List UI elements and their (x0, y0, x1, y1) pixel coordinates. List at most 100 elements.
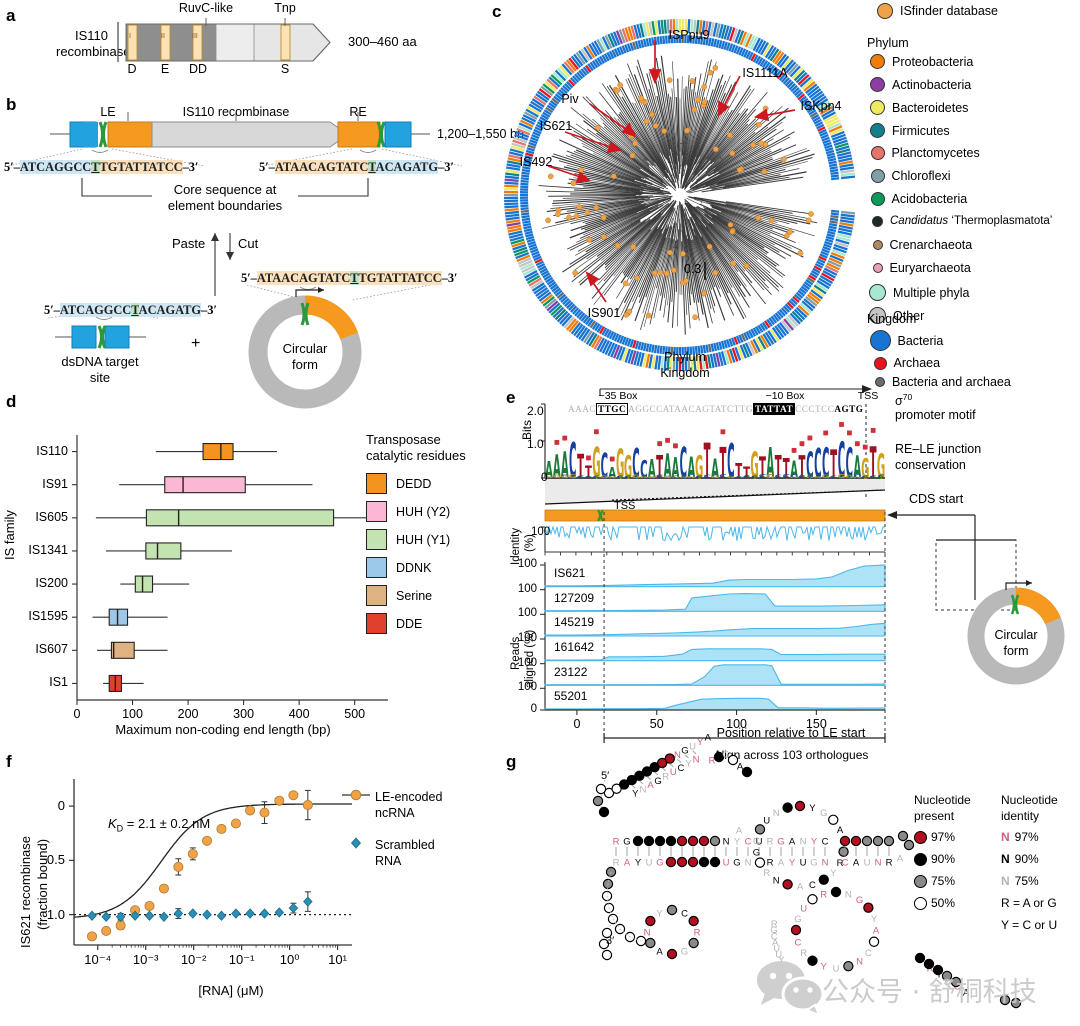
panel-f-ytick-2: 0 (57, 798, 65, 814)
panel-f-xtick-1: 10⁻³ (132, 952, 159, 967)
svg-text:C: C (854, 474, 862, 480)
svg-text:C: C (664, 475, 671, 478)
svg-text:G: G (632, 474, 640, 479)
seq-orange: TGTATTATCC (99, 160, 183, 174)
svg-text:A: A (822, 475, 830, 479)
panel-f-legend-2-line1: Scrambled (375, 838, 435, 852)
panel-e-track-name-2: 145219 (554, 615, 595, 630)
panel-g-legend-right-1: N 90% (1001, 852, 1039, 866)
svg-text:G: G (608, 476, 616, 479)
svg-text:T: T (830, 441, 837, 488)
panel-e-readtick-0: 100 (517, 558, 537, 570)
legend-item-phylum-6: Acidobacteria (869, 192, 967, 206)
svg-text:A: A (853, 451, 861, 486)
svg-text:T: T (656, 451, 663, 486)
svg-text:A: A (837, 825, 844, 836)
panel-g-legend-right-3: R = A or G (1001, 896, 1057, 910)
seq-segment-3: TATTAT (753, 403, 796, 415)
panel-e-xlabel: Position relative to LE start (716, 726, 866, 740)
svg-text:C: C (753, 836, 760, 847)
phylum-dot-icon (872, 215, 883, 227)
panel-c-annot-ispu9: ISPpu9 (668, 28, 710, 42)
panel-a-motif-s: S (280, 62, 290, 76)
panel-g-legend-left-3: 50% (914, 896, 955, 910)
legend-label: 75% (1014, 874, 1039, 888)
legend-label: 90% (1014, 852, 1039, 866)
seq-segment-5: AGTG (834, 404, 864, 414)
svg-text:U: U (646, 858, 653, 869)
panel-f-legend-1-line1: LE-encoded (375, 790, 443, 804)
legend-label: HUH (Y1) (396, 532, 451, 547)
svg-text:C: C (553, 474, 561, 479)
panel-a-motif-dd: DD (188, 62, 208, 76)
panel-e-readtick-zero: 0 (530, 703, 537, 715)
svg-text:C: C (806, 445, 813, 487)
svg-text:N: N (845, 889, 852, 900)
svg-text:G: G (695, 451, 703, 486)
panel-label-g: g (506, 752, 517, 771)
nucleotide-identity-glyph: N (1001, 852, 1010, 866)
svg-text:A: A (648, 454, 656, 484)
svg-text:G: G (822, 474, 830, 479)
legend-item-phylum-4: Planctomycetes (869, 146, 980, 160)
svg-text:C: C (877, 474, 885, 479)
svg-text:C: C (680, 439, 687, 489)
phylum-dot-icon (872, 240, 883, 250)
svg-text:A: A (789, 837, 796, 848)
legend-swatch (366, 473, 387, 494)
svg-text:C: C (842, 858, 849, 869)
panel-d-xtick-2: 200 (177, 707, 199, 721)
svg-text:C: C (640, 456, 647, 485)
panel-e-readtick-1: 100 (517, 582, 537, 595)
seq-orange-b: TGTATTATCC (358, 271, 442, 285)
svg-text:A: A (656, 474, 665, 479)
svg-text:A: A (830, 476, 838, 478)
svg-text:R: R (771, 919, 778, 930)
panel-d-legend-item-2: HUH (Y1) (366, 529, 450, 550)
svg-text:A: A (608, 465, 617, 483)
panel-a-row-label-1: IS110 (75, 28, 109, 43)
svg-text:A: A (592, 476, 600, 478)
svg-text:A: A (600, 474, 609, 479)
svg-text:G: G (671, 476, 679, 478)
legend-item-kingdom-2: Bacteria and archaea (869, 375, 1011, 389)
legend-label: Y = C or U (1001, 918, 1058, 932)
panel-d-xlabel: Maximum non-coding end length (bp) (115, 722, 331, 737)
panel-e-readtick-5: 100 (517, 681, 537, 694)
svg-text:C: C (865, 948, 872, 959)
svg-text:G: G (777, 837, 784, 848)
panel-a-roman-ii: II (161, 33, 165, 40)
seq-core: T (91, 160, 100, 174)
panel-e-xtick-1: 50 (649, 717, 664, 731)
seq-core: T (350, 271, 359, 285)
svg-text:C: C (751, 475, 759, 479)
panel-d-legend-item-4: Serine (366, 585, 432, 606)
svg-text:R: R (837, 858, 844, 869)
panel-e-circular-label-1: Circular (994, 628, 1038, 642)
svg-text:N: N (822, 858, 829, 869)
panel-b-dsdna-label-1: dsDNA target (61, 354, 139, 369)
panel-d-xtick-5: 500 (344, 707, 366, 721)
seq-segment-1: TTGC (596, 403, 629, 415)
svg-text:T: T (743, 465, 750, 483)
svg-text:G: G (681, 746, 688, 757)
svg-text:G: G (798, 978, 805, 989)
svg-text:A: A (577, 476, 585, 479)
svg-text:A: A (695, 475, 703, 479)
kd-symbol: K (108, 816, 117, 831)
legend-item-phylum-8: Crenarchaeota (869, 238, 972, 252)
panel-c-annot-is901: IS901 (587, 306, 621, 320)
seq-3p: –3′ (438, 160, 454, 174)
svg-text:C: C (814, 441, 821, 489)
svg-text:G: G (727, 476, 735, 479)
svg-text:N: N (773, 808, 780, 819)
svg-text:T: T (775, 451, 782, 486)
panel-g-3prime: 3′ (606, 935, 615, 947)
svg-text:U: U (775, 949, 782, 960)
panel-e-rele-line1: RE–LE junction (895, 442, 982, 456)
svg-text:A: A (727, 475, 735, 479)
panel-b-circle-label-2: form (292, 357, 318, 372)
svg-text:T: T (759, 451, 766, 486)
svg-text:U: U (670, 767, 677, 778)
panel-g-legend-right-title-1: Nucleotide (1001, 793, 1058, 807)
